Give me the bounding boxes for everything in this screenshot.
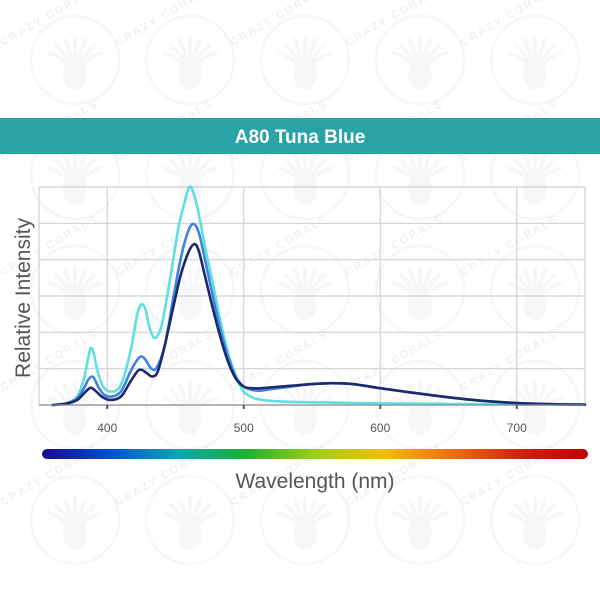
watermark-logo: CRAZY CORALS [458, 213, 581, 336]
plot-area: 400 500 600 700 [38, 185, 587, 435]
watermark-logo: CRAZY CORALS [343, 213, 466, 336]
watermark-logo: CRAZY CORALS [458, 0, 581, 106]
watermark-logo: CRAZY CORALS [228, 213, 351, 336]
watermark-logo: CRAZY CORALS [0, 98, 121, 221]
x-tick-label: 400 [97, 421, 117, 435]
watermark-logo: CRAZY CORALS [113, 98, 236, 221]
chart-title: A80 Tuna Blue [235, 127, 366, 148]
watermark-logo: CRAZY CORALS [228, 0, 351, 106]
spectrum-bar [42, 449, 588, 459]
watermark-logo: CRAZY CORALS [343, 98, 466, 221]
title-bar [0, 118, 600, 154]
series-line-3 [51, 242, 587, 407]
grid [38, 186, 586, 406]
watermark-logo: CRAZY CORALS [228, 98, 351, 221]
watermark-logo: CRAZY CORALS [343, 443, 466, 566]
y-axis-title: Relative Intensity [12, 218, 35, 378]
x-axis-title: Wavelength (nm) [235, 470, 394, 493]
series-line-1 [51, 185, 587, 407]
watermark-logo: CRAZY CORALS [228, 443, 351, 566]
watermark-logo: CRAZY CORALS [458, 443, 581, 566]
watermark-logo: CRAZY CORALS [458, 98, 581, 221]
watermark-logo: CRAZY CORALS [113, 443, 236, 566]
watermark-logo: CRAZY CORALS [0, 0, 121, 106]
watermark-logo: CRAZY CORALS [113, 0, 236, 106]
x-tick-label: 700 [507, 421, 527, 435]
watermark-logo: CRAZY CORALS [343, 0, 466, 106]
watermark-logo: CRAZY CORALS [343, 328, 466, 451]
x-tick-label: 500 [234, 421, 254, 435]
x-tick-label: 600 [370, 421, 390, 435]
watermark-logo: CRAZY CORALS [0, 443, 121, 566]
